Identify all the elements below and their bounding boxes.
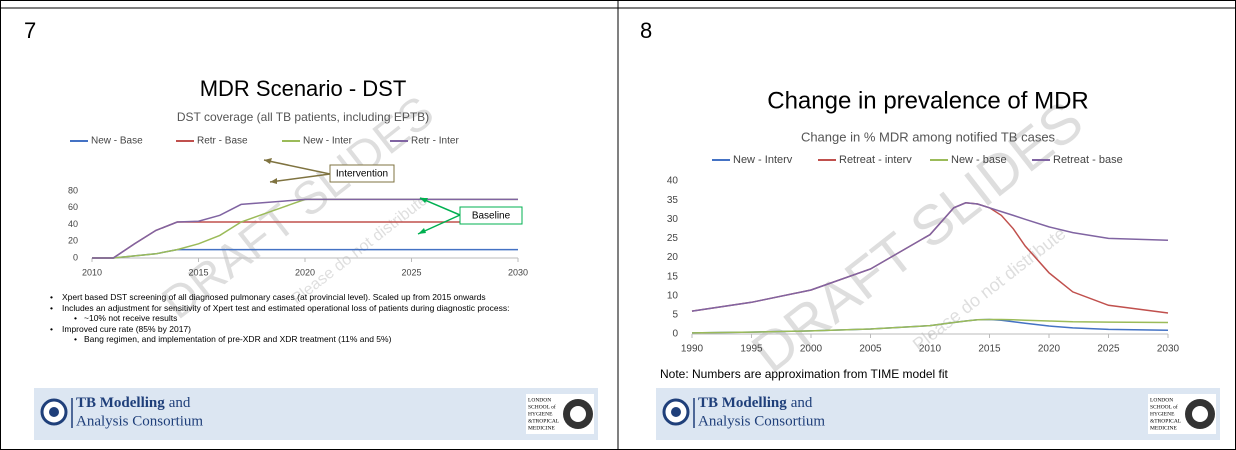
y-tick-label: 30 <box>667 214 679 225</box>
bullet: ~10% not receive results <box>50 313 580 324</box>
bullet: Bang regimen, and implementation of pre-… <box>50 334 580 345</box>
x-tick-label: 1990 <box>681 344 704 355</box>
lshtm-text: MEDICINE <box>528 425 556 431</box>
bullet: Includes an adjustment for sensitivity o… <box>50 303 580 314</box>
x-tick-label: 2010 <box>82 267 102 277</box>
tmac-name: TB Modelling and <box>76 395 191 411</box>
tmac-logo-inner <box>671 407 681 417</box>
y-tick-label: 0 <box>73 252 78 262</box>
chart-title: Change in prevalence of MDR <box>767 87 1089 114</box>
lshtm-text: LONDON <box>528 397 551 403</box>
x-tick-label: 2020 <box>295 267 315 277</box>
y-tick-label: 35 <box>667 195 679 206</box>
bullet: Improved cure rate (85% by 2017) <box>50 324 580 335</box>
footer: TB Modelling and Analysis Consortium LONDON… <box>34 388 598 440</box>
chart-title: MDR Scenario - DST <box>200 76 407 101</box>
y-tick-label: 80 <box>68 185 78 195</box>
tmac-line2: Analysis Consortium <box>698 413 825 429</box>
annotation-baseline: Baseline <box>417 197 523 235</box>
y-tick-label: 20 <box>68 236 78 246</box>
footer: TB Modelling and Analysis Consortium LONDON… <box>656 388 1220 440</box>
legend-label: Retr - Base <box>197 136 248 147</box>
series-line <box>691 202 1169 312</box>
y-tick-label: 40 <box>667 176 679 187</box>
x-tick-label: 2030 <box>1157 344 1180 355</box>
lshtm-crest-inner <box>570 406 586 422</box>
lshtm-crest-inner <box>1192 406 1208 422</box>
lshtm-text: SCHOOL of <box>1150 403 1178 410</box>
legend-label: New - base <box>951 154 1007 166</box>
tmac-bold: TB Modelling <box>76 395 165 411</box>
legend-label: Retreat - interv <box>839 154 912 166</box>
chart-subtitle: Change in % MDR among notified TB cases <box>801 129 1056 144</box>
y-tick-label: 15 <box>667 271 679 282</box>
legend-label: New - Base <box>91 136 143 147</box>
legend-label: Retr - Inter <box>411 136 459 147</box>
footer-band <box>34 388 598 440</box>
slide-number: 8 <box>640 18 652 43</box>
x-tick-label: 2015 <box>978 344 1001 355</box>
lshtm-text: &TROPICAL <box>528 418 560 424</box>
chart-subtitle: DST coverage (all TB patients, including… <box>177 110 429 124</box>
y-tick-label: 10 <box>667 290 679 301</box>
y-tick-label: 60 <box>68 202 78 212</box>
series-line <box>92 198 518 259</box>
x-tick-label: 2025 <box>1097 344 1120 355</box>
lshtm-text: LONDON <box>1150 397 1173 403</box>
lshtm-text: SCHOOL of <box>528 403 556 410</box>
bullets: Xpert based DST screening of all diagnos… <box>50 292 580 345</box>
y-tick-label: 0 <box>672 329 678 340</box>
lshtm-text: HYGIENE <box>528 411 553 417</box>
x-tick-label: 2020 <box>1038 344 1061 355</box>
tmac-name: TB Modelling and <box>698 395 813 411</box>
lshtm-text: HYGIENE <box>1150 411 1175 417</box>
y-tick-label: 20 <box>667 252 679 263</box>
tmac-logo-inner <box>49 407 59 417</box>
x-tick-label: 2005 <box>859 344 882 355</box>
y-tick-label: 5 <box>672 310 678 321</box>
x-tick-label: 2015 <box>188 267 208 277</box>
lshtm-text: &TROPICAL <box>1150 418 1182 424</box>
series-line <box>691 318 1169 334</box>
slide-number: 7 <box>24 18 36 43</box>
annotation-label: Baseline <box>472 211 511 222</box>
legend-label: Retreat - base <box>1053 154 1123 166</box>
x-tick-label: 1995 <box>740 344 763 355</box>
annotation-intervention: Intervention <box>263 158 395 184</box>
lshtm-text: MEDICINE <box>1150 425 1178 431</box>
x-tick-label: 2030 <box>508 267 528 277</box>
tmac-and: and <box>169 395 191 411</box>
x-tick-label: 2010 <box>919 344 942 355</box>
bullet: Xpert based DST screening of all diagnos… <box>50 292 580 303</box>
tmac-and: and <box>791 395 813 411</box>
annotation-label: Intervention <box>336 169 388 180</box>
tmac-line2: Analysis Consortium <box>76 413 203 429</box>
x-tick-label: 2000 <box>800 344 823 355</box>
y-tick-label: 40 <box>68 219 78 229</box>
x-tick-label: 2025 <box>401 267 421 277</box>
tmac-bold: TB Modelling <box>698 395 787 411</box>
legend-label: New - Interv <box>733 154 793 166</box>
footer-band <box>656 388 1220 440</box>
y-tick-label: 25 <box>667 233 679 244</box>
legend-label: New - Inter <box>303 136 353 147</box>
note: Note: Numbers are approximation from TIM… <box>660 367 949 381</box>
